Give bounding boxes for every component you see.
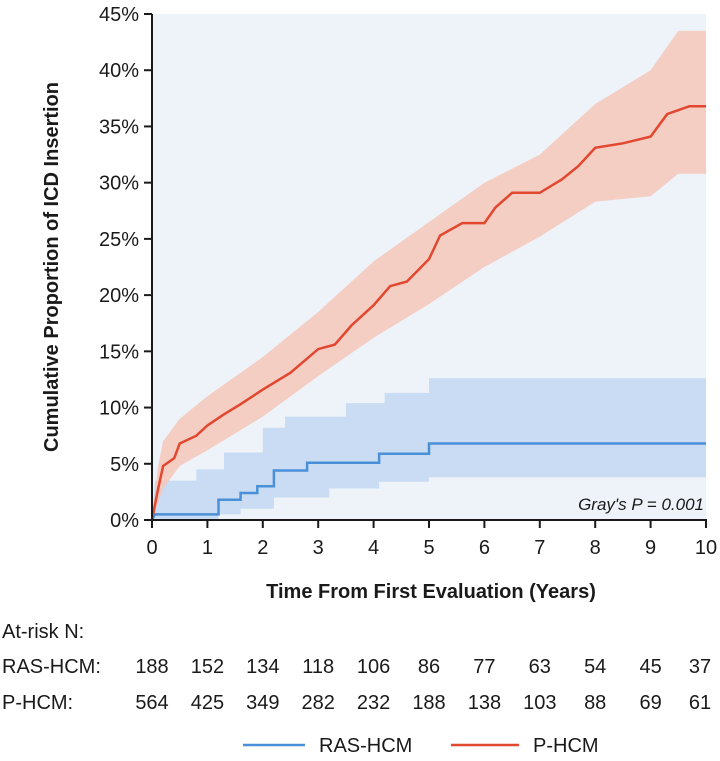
at-risk-value: 188 [412,692,445,714]
at-risk-value: 103 [523,692,556,714]
at-risk-value: 425 [191,692,224,714]
y-tick-label: 35% [99,116,139,138]
at-risk-value: 349 [246,692,279,714]
at-risk-value: 118 [302,656,334,678]
y-tick-label: 10% [99,398,139,420]
y-tick-label: 30% [99,173,139,195]
x-tick-label: 0 [146,537,157,559]
series-line-p-hcm [150,104,706,521]
legend: RAS-HCM P-HCM [243,735,599,757]
x-tick-label: 3 [313,537,324,559]
y-tick-label: 0% [110,510,139,532]
at-risk-value: 134 [246,656,279,678]
y-tick-label: 40% [99,60,139,82]
x-axis-title: Time From First Evaluation (Years) [266,581,596,603]
x-tick-label: 4 [368,537,379,559]
at-risk-value: 106 [357,656,390,678]
x-tick-label: 5 [423,537,434,559]
ci-band-p-hcm [152,30,706,521]
at-risk-table: RAS-HCM: 188 152 134 118 106 86 77 63 54 45 37 P-HCM… [2,656,711,714]
x-tick-label: 7 [534,537,545,559]
x-tick-label: 9 [645,537,656,559]
y-tick-label: 5% [110,454,139,476]
x-tick-label: 6 [479,537,490,559]
series-lines [150,104,706,521]
at-risk-value: 564 [135,692,168,714]
y-tick-label: 20% [99,285,139,307]
legend-label: RAS-HCM [319,735,412,757]
tick-labels: 0% 5% 10% 15% 20% 25% 30% 35% 40% 45% 0 1 2 3 4 5 6 7 8 9 10 [99,4,717,559]
x-tick-label: 10 [695,537,717,559]
at-risk-value: 77 [473,656,495,678]
at-risk-value: 282 [302,692,335,714]
at-risk-value: 152 [191,656,224,678]
at-risk-row-label: RAS-HCM: [2,656,101,678]
p-value-annotation: Gray's P = 0.001 [578,495,704,514]
at-risk-value: 232 [357,692,390,714]
at-risk-value: 86 [418,656,440,678]
at-risk-value: 54 [584,656,606,678]
at-risk-value: 188 [135,656,168,678]
at-risk-value: 69 [639,692,661,714]
at-risk-value: 88 [584,692,606,714]
at-risk-value: 63 [529,656,551,678]
x-tick-label: 8 [590,537,601,559]
y-axis-title: Cumulative Proportion of ICD Insertion [41,82,63,452]
at-risk-row-label: P-HCM: [2,692,73,714]
at-risk-title: At-risk N: [2,621,84,643]
y-tick-label: 45% [99,4,139,26]
series-line-ras-hcm [150,442,706,521]
legend-label: P-HCM [533,735,599,757]
x-tick-label: 2 [257,537,268,559]
y-tick-label: 25% [99,229,139,251]
axes [144,13,707,528]
at-risk-value: 45 [639,656,661,678]
at-risk-value: 37 [689,656,711,678]
at-risk-value: 61 [689,692,711,714]
x-tick-label: 1 [202,537,213,559]
at-risk-value: 138 [468,692,501,714]
y-tick-label: 15% [99,341,139,363]
